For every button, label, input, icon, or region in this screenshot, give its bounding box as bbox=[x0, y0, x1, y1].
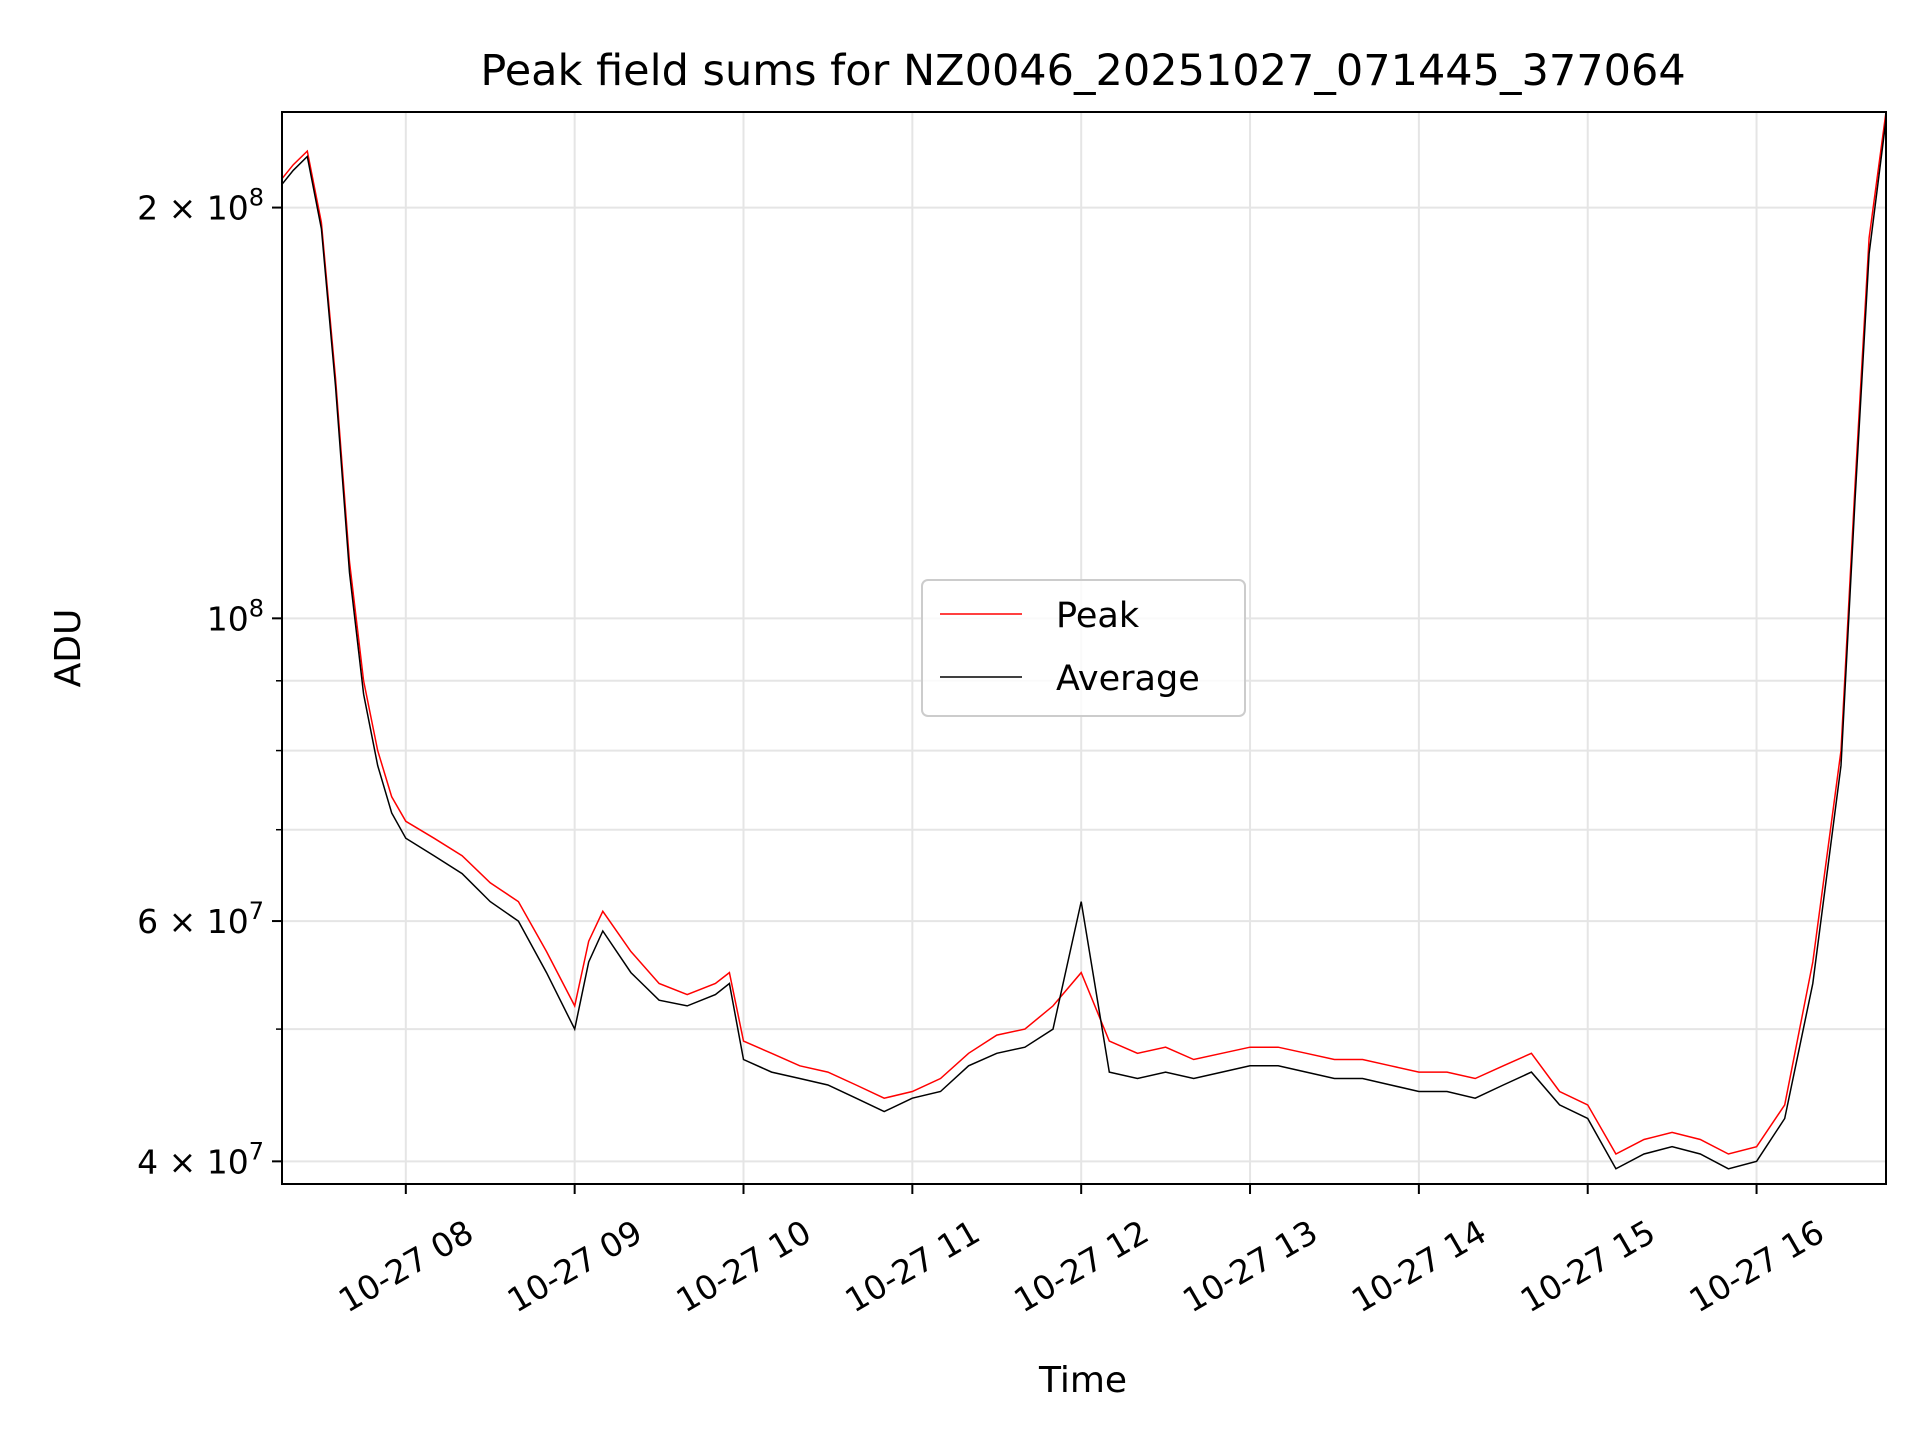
series-line-average bbox=[282, 119, 1886, 1170]
y-axis-title: ADU bbox=[48, 609, 89, 688]
y-tick-label: 6 × 107 bbox=[137, 897, 264, 941]
y-tick-label: 2 × 108 bbox=[137, 184, 264, 228]
chart-title: Peak field sums for NZ0046_20251027_0714… bbox=[480, 46, 1685, 96]
plot-frame bbox=[281, 111, 1887, 1185]
series-line-peak bbox=[282, 112, 1886, 1155]
legend: Peak Average bbox=[921, 579, 1246, 717]
y-tick-label: 4 × 107 bbox=[137, 1137, 264, 1181]
legend-average-label: Average bbox=[1056, 659, 1200, 699]
plot-series bbox=[282, 112, 1886, 1170]
x-axis-title: Time bbox=[1038, 1360, 1127, 1401]
legend-peak-label: Peak bbox=[1056, 596, 1140, 636]
